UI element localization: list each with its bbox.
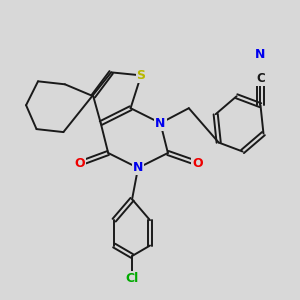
Text: N: N xyxy=(155,117,166,130)
Text: N: N xyxy=(255,48,266,61)
Text: O: O xyxy=(193,157,203,170)
Text: Cl: Cl xyxy=(125,272,139,285)
Text: C: C xyxy=(256,72,265,85)
Text: S: S xyxy=(136,69,146,82)
Text: O: O xyxy=(74,157,85,170)
Text: N: N xyxy=(133,161,143,174)
